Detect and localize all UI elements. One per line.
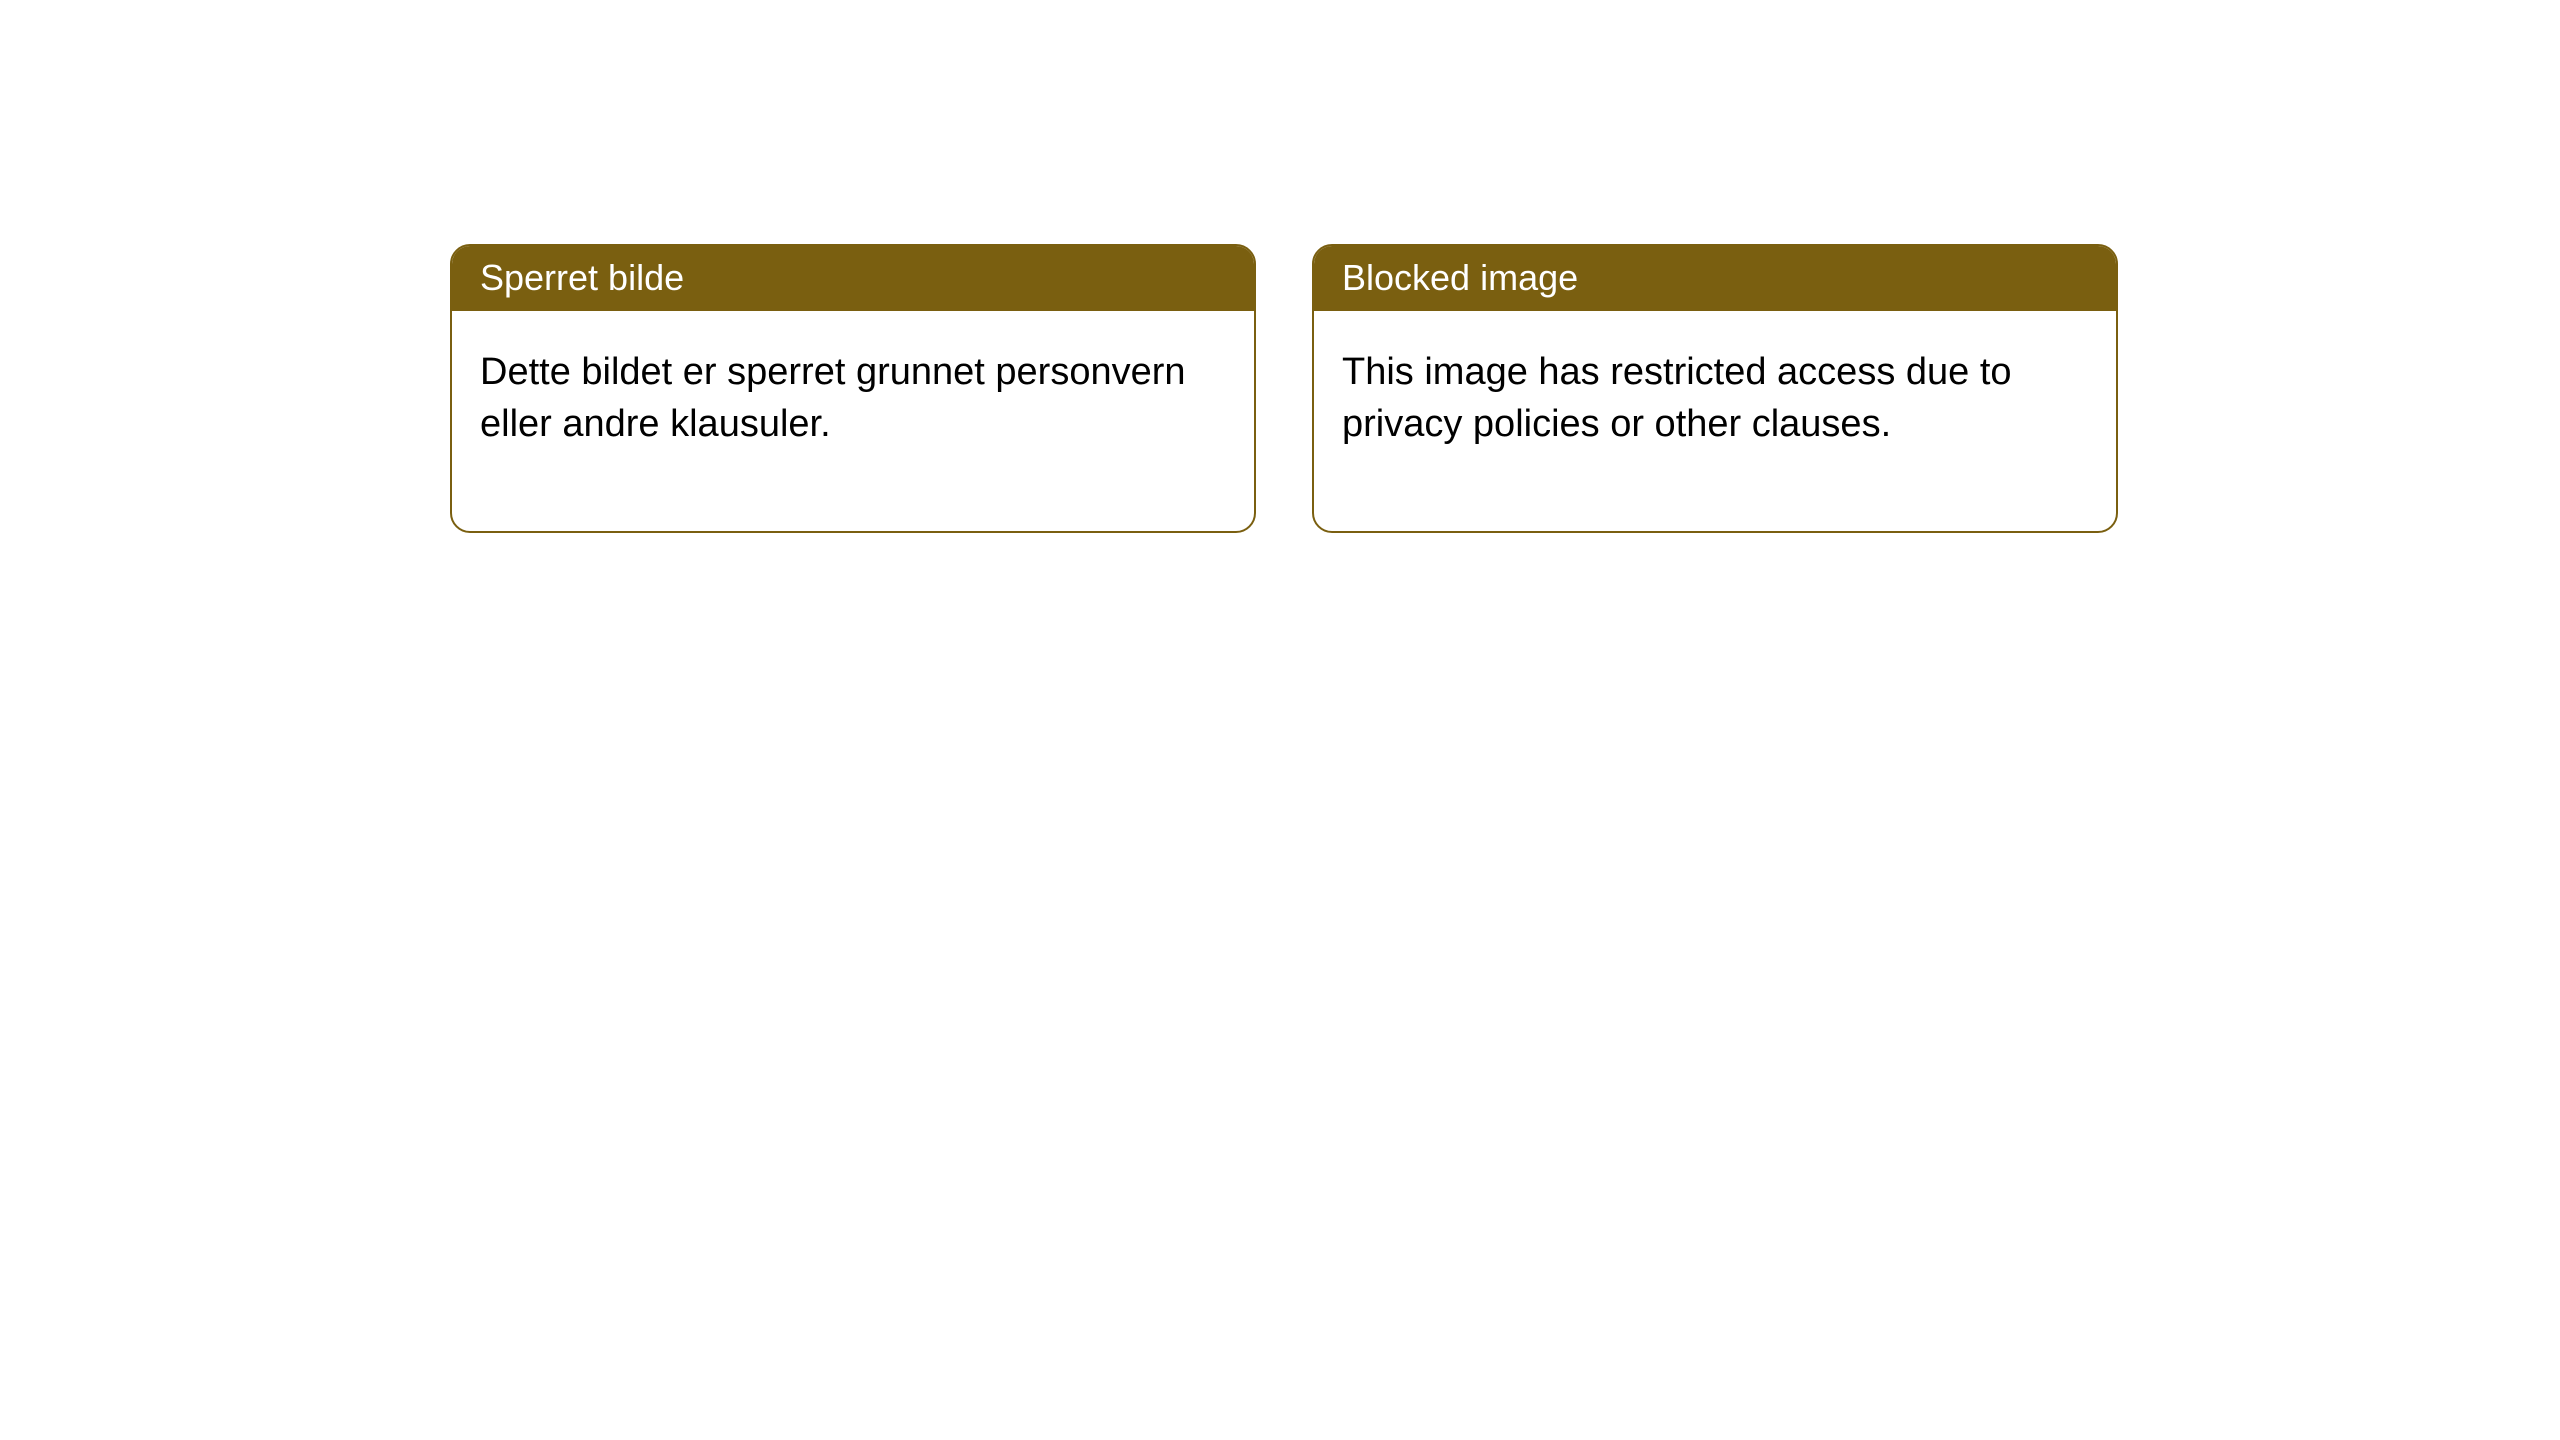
notice-title: Sperret bilde [452,246,1254,311]
notice-card-norwegian: Sperret bilde Dette bildet er sperret gr… [450,244,1256,533]
notice-card-english: Blocked image This image has restricted … [1312,244,2118,533]
notice-body: Dette bildet er sperret grunnet personve… [452,311,1254,531]
notice-container: Sperret bilde Dette bildet er sperret gr… [0,0,2560,533]
notice-title: Blocked image [1314,246,2116,311]
notice-body: This image has restricted access due to … [1314,311,2116,531]
